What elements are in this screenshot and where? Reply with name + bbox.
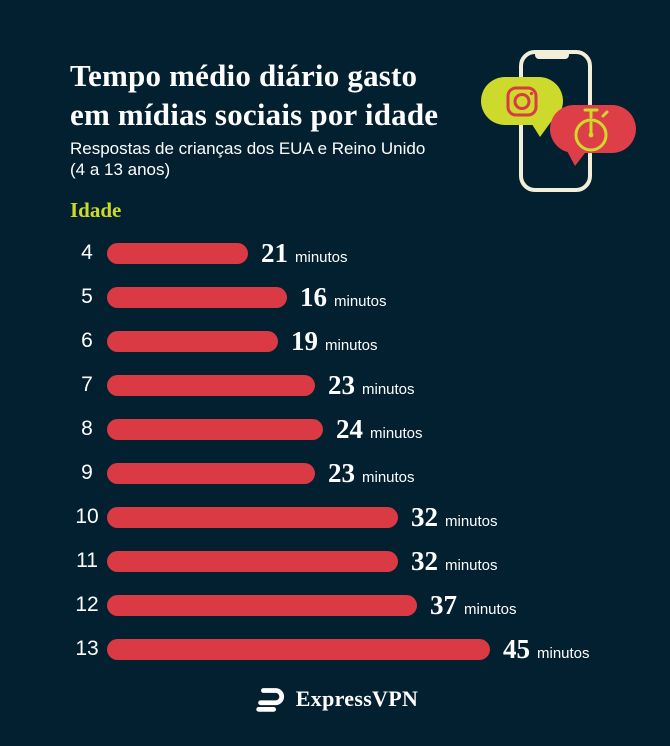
chart-row: 9 23 minutos bbox=[0, 451, 670, 495]
value-label: 24 minutos bbox=[336, 413, 423, 444]
value-number: 23 bbox=[328, 457, 355, 488]
age-label: 7 bbox=[81, 373, 93, 396]
bar bbox=[107, 330, 278, 352]
bar-chart: 4 21 minutos 5 16 minutos 6 19 minutos bbox=[0, 231, 670, 671]
value-number: 16 bbox=[300, 281, 327, 312]
value-label: 23 minutos bbox=[328, 369, 415, 400]
value-number: 45 bbox=[503, 633, 530, 664]
chart-row: 7 23 minutos bbox=[0, 363, 670, 407]
value-label: 32 minutos bbox=[411, 545, 498, 576]
age-label: 5 bbox=[81, 285, 93, 308]
expressvpn-logo-icon bbox=[256, 688, 284, 712]
title-line-1: Tempo médio diário gasto bbox=[70, 58, 418, 93]
instagram-bubble bbox=[481, 77, 563, 137]
page-subtitle: Respostas de crianças dos EUA e Reino Un… bbox=[70, 138, 670, 180]
bar bbox=[107, 550, 398, 572]
age-label: 8 bbox=[81, 417, 93, 440]
bar bbox=[107, 462, 315, 484]
value-unit: minutos bbox=[537, 644, 590, 662]
age-label: 11 bbox=[76, 549, 98, 572]
phone-icon bbox=[481, 50, 636, 192]
age-label: 6 bbox=[81, 329, 93, 352]
bar bbox=[107, 418, 323, 440]
stopwatch-bubble bbox=[550, 105, 636, 166]
value-label: 32 minutos bbox=[411, 501, 498, 532]
instagram-icon bbox=[506, 86, 538, 117]
value-number: 32 bbox=[411, 545, 438, 576]
chart-row: 8 24 minutos bbox=[0, 407, 670, 451]
value-number: 21 bbox=[261, 237, 288, 268]
chart-row: 4 21 minutos bbox=[0, 231, 670, 275]
value-number: 37 bbox=[430, 589, 457, 620]
age-label: 4 bbox=[81, 241, 93, 264]
bar bbox=[107, 638, 490, 660]
value-number: 24 bbox=[336, 413, 363, 444]
chart-row: 13 45 minutos bbox=[0, 627, 670, 671]
bar bbox=[107, 374, 315, 396]
value-label: 37 minutos bbox=[430, 589, 517, 620]
bar bbox=[107, 286, 287, 308]
chart-row: 5 16 minutos bbox=[0, 275, 670, 319]
subtitle-line-2: (4 a 13 anos) bbox=[70, 160, 171, 179]
value-number: 23 bbox=[328, 369, 355, 400]
bar bbox=[107, 594, 417, 616]
age-label: 12 bbox=[75, 593, 99, 616]
value-unit: minutos bbox=[464, 600, 517, 618]
value-unit: minutos bbox=[325, 336, 378, 354]
stopwatch-icon bbox=[574, 108, 609, 152]
brand-name: ExpressVPN bbox=[295, 686, 419, 711]
chart-row: 10 32 minutos bbox=[0, 495, 670, 539]
bar bbox=[107, 242, 248, 264]
chart-row: 11 32 minutos bbox=[0, 539, 670, 583]
chart-row: 12 37 minutos bbox=[0, 583, 670, 627]
value-unit: minutos bbox=[295, 248, 348, 266]
age-label: 9 bbox=[81, 461, 93, 484]
chart-row: 6 19 minutos bbox=[0, 319, 670, 363]
title-line-2: em mídias sociais por idade bbox=[70, 97, 439, 132]
age-label: 10 bbox=[75, 505, 99, 528]
page-title: Tempo médio diário gasto em mídias socia… bbox=[0, 0, 670, 134]
value-unit: minutos bbox=[362, 380, 415, 398]
value-unit: minutos bbox=[334, 292, 387, 310]
axis-label-idade: Idade bbox=[70, 198, 122, 222]
value-label: 19 minutos bbox=[291, 325, 378, 356]
phone-illustration bbox=[478, 33, 662, 211]
value-label: 16 minutos bbox=[300, 281, 387, 312]
value-label: 23 minutos bbox=[328, 457, 415, 488]
bar bbox=[107, 506, 398, 528]
value-unit: minutos bbox=[445, 556, 498, 574]
value-label: 21 minutos bbox=[261, 237, 348, 268]
footer-brand: ExpressVPN bbox=[0, 683, 670, 715]
value-unit: minutos bbox=[370, 424, 423, 442]
age-label: 13 bbox=[75, 637, 99, 660]
value-number: 19 bbox=[291, 325, 318, 356]
value-label: 45 minutos bbox=[503, 633, 590, 664]
value-unit: minutos bbox=[362, 468, 415, 486]
subtitle-line-1: Respostas de crianças dos EUA e Reino Un… bbox=[70, 139, 426, 158]
value-number: 32 bbox=[411, 501, 438, 532]
value-unit: minutos bbox=[445, 512, 498, 530]
